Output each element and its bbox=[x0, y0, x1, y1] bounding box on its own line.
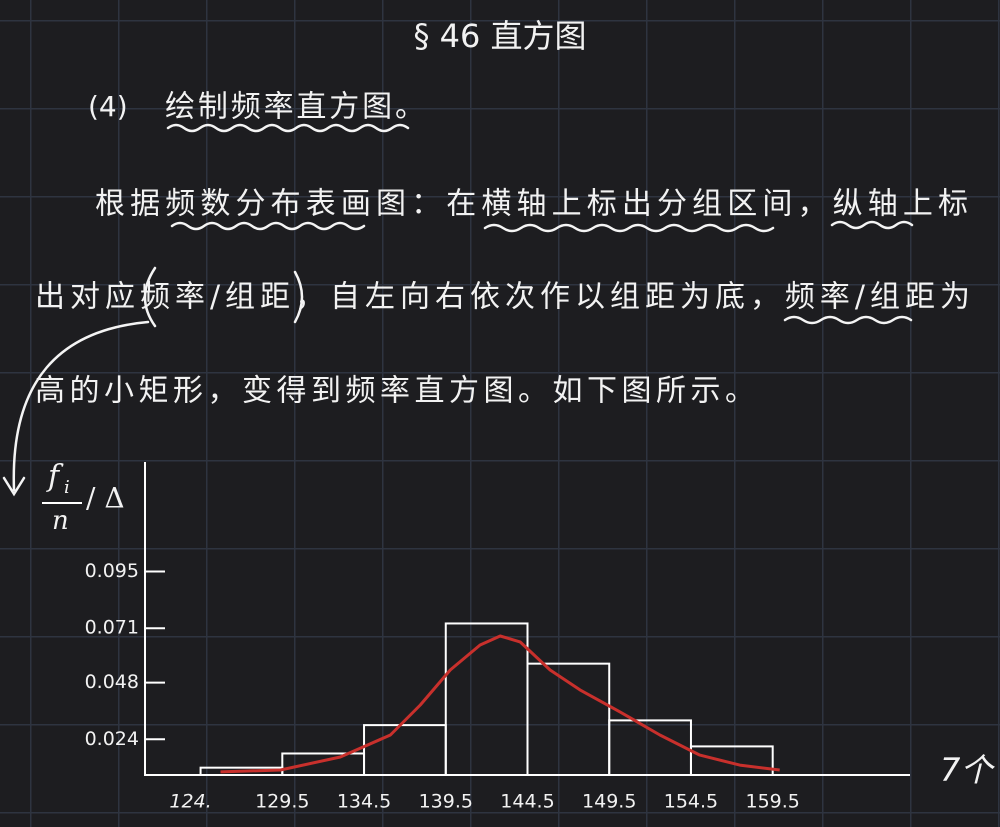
bar bbox=[689, 745, 774, 777]
y-label-suffix: / Δ bbox=[86, 482, 125, 515]
x-tick-label: 124. bbox=[169, 791, 211, 813]
bracket bbox=[143, 266, 304, 328]
paragraph-line: 根据频数分布表画图：在横轴上标出分组区间，纵轴上标 bbox=[95, 187, 968, 222]
x-tick-label: 159.5 bbox=[745, 791, 799, 813]
underline bbox=[783, 315, 913, 325]
paragraph-line: 出对应频率/组距，自左向右依次作以组距为底，频率/组距为 bbox=[35, 280, 970, 315]
y-label-denominator: n bbox=[52, 506, 69, 536]
underline bbox=[170, 221, 366, 231]
x-tick-label: 149.5 bbox=[582, 791, 636, 813]
x-tick-label: 154.5 bbox=[664, 791, 718, 813]
x-tick-label: 129.5 bbox=[255, 791, 309, 813]
arrow bbox=[2, 320, 150, 497]
y-label-subscript: i bbox=[64, 477, 70, 498]
bar bbox=[526, 662, 611, 776]
annotation: 7个 bbox=[940, 751, 995, 789]
step-text: 绘制频率直方图。 bbox=[165, 90, 425, 125]
step-number: (4) bbox=[88, 90, 128, 123]
y-tick-label: 0.071 bbox=[85, 617, 139, 639]
title: § 46 直方图 bbox=[413, 17, 586, 55]
y-label-numerator: f bbox=[46, 459, 64, 494]
chart: f i n / Δ 7个 0.024 0.048 0.071 0.095 124. 129… bbox=[42, 459, 995, 813]
underline bbox=[483, 223, 775, 233]
paragraph-line: 高的小矩形，变得到频率直方图。如下图所示。 bbox=[35, 374, 755, 409]
bar bbox=[281, 752, 366, 777]
density-curve bbox=[220, 634, 780, 774]
underline bbox=[830, 220, 914, 230]
underline bbox=[166, 123, 410, 133]
y-tick-label: 0.048 bbox=[85, 671, 139, 693]
x-tick-label: 134.5 bbox=[337, 791, 391, 813]
x-tick-label: 144.5 bbox=[500, 791, 554, 813]
y-tick-label: 0.024 bbox=[85, 728, 139, 750]
x-tick-label: 139.5 bbox=[419, 791, 473, 813]
bar bbox=[363, 724, 447, 777]
bar bbox=[444, 622, 529, 776]
y-tick-label: 0.095 bbox=[85, 560, 139, 582]
